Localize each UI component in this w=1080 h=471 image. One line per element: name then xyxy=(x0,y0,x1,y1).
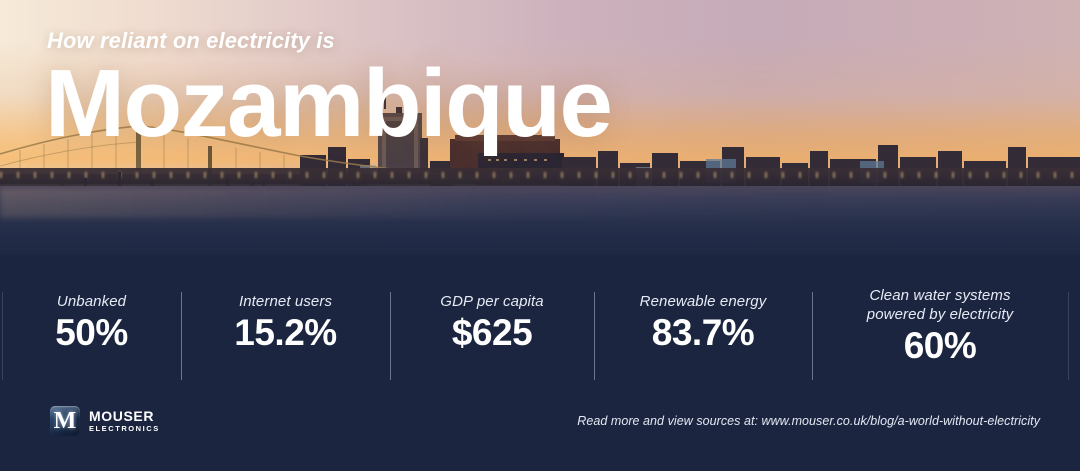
stat-divider xyxy=(812,292,813,380)
stat-value: 60% xyxy=(903,325,977,366)
logo-subtitle: ELECTRONICS xyxy=(89,424,160,433)
stat-label: Clean water systems powered by electrici… xyxy=(866,287,1014,323)
headline-kicker: How reliant on electricity is xyxy=(47,28,335,53)
stat-clean-water-systems: Clean water systems powered by electrici… xyxy=(812,286,1068,367)
stat-internet-users: Internet users 15.2% xyxy=(181,292,390,354)
stat-divider xyxy=(594,292,595,380)
stat-divider xyxy=(390,292,391,380)
headline-block: How reliant on electricity is Mozambique xyxy=(45,28,945,152)
stat-unbanked: Unbanked 50% xyxy=(2,292,181,354)
stat-value: 50% xyxy=(55,312,128,353)
logo-wordmark: MOUSER ELECTRONICS xyxy=(89,409,160,433)
stat-label: Internet users xyxy=(238,293,333,310)
mouser-logo[interactable]: M MOUSER ELECTRONICS xyxy=(50,406,160,436)
stat-label: Renewable energy xyxy=(639,293,767,310)
page-title: Mozambique xyxy=(45,50,613,157)
mouser-logo-mark-icon: M xyxy=(50,406,80,436)
stat-value: 83.7% xyxy=(651,312,755,353)
stat-value: $625 xyxy=(451,312,533,353)
quay-lights xyxy=(0,172,1080,178)
stat-gdp-per-capita: GDP per capita $625 xyxy=(390,292,594,354)
stat-renewable-energy: Renewable energy 83.7% xyxy=(594,292,812,354)
source-link[interactable]: Read more and view sources at: www.mouse… xyxy=(577,414,1040,428)
stat-divider xyxy=(181,292,182,380)
stat-label: Unbanked xyxy=(56,293,127,310)
stat-value: 15.2% xyxy=(234,312,337,353)
stat-label: GDP per capita xyxy=(440,293,544,310)
stat-divider xyxy=(1068,292,1069,380)
logo-name: MOUSER xyxy=(89,408,155,424)
water-sheen xyxy=(0,188,1080,218)
stats-panel xyxy=(0,255,1080,471)
logo-monogram-letter: M xyxy=(53,408,77,434)
stats-row: Unbanked 50% Internet users 15.2% GDP pe… xyxy=(0,287,1080,380)
stat-divider xyxy=(2,292,3,380)
